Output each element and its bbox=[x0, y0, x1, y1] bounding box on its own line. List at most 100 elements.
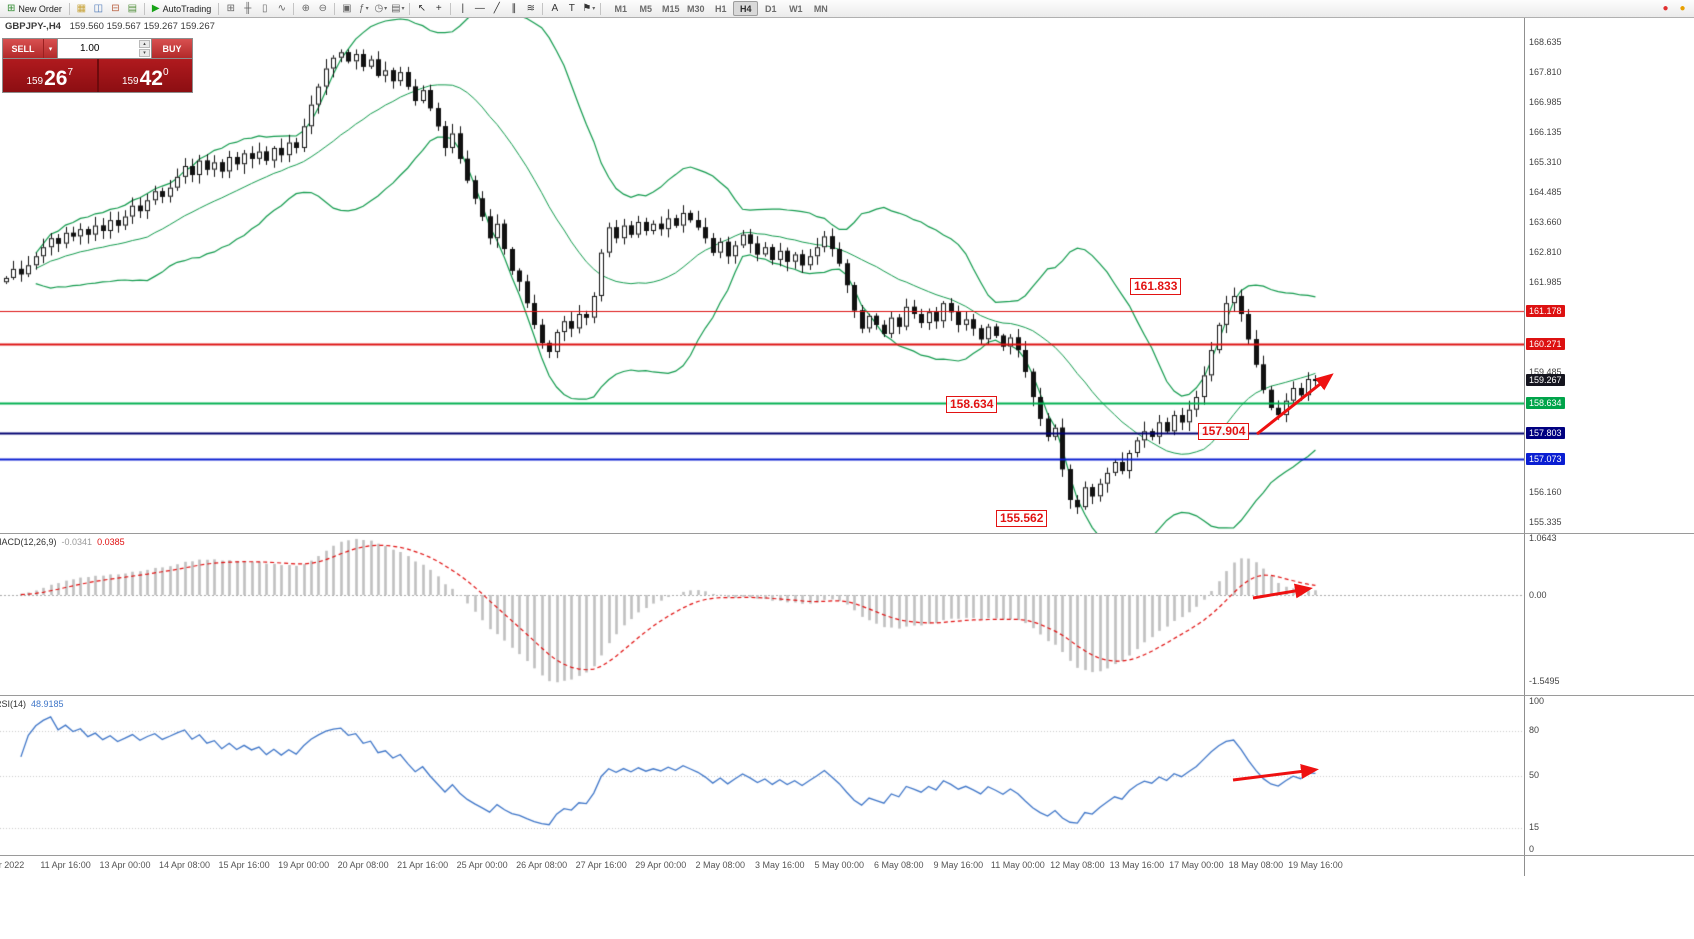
timeframe-h4[interactable]: H4 bbox=[733, 1, 759, 16]
zoom-out-icon[interactable]: ⊖ bbox=[314, 1, 331, 16]
periods-icon[interactable]: ◷ ▾ bbox=[372, 1, 389, 16]
time-axis-label: 11 May 00:00 bbox=[990, 860, 1045, 870]
time-axis-label: 6 May 08:00 bbox=[874, 860, 924, 870]
chevron-down-icon: ▾ bbox=[401, 6, 405, 12]
main-chart-canvas[interactable] bbox=[0, 18, 1524, 533]
cursor-icon[interactable]: ↖ bbox=[413, 1, 430, 16]
volume-input[interactable]: 1.00 ▴ ▾ bbox=[57, 39, 152, 58]
toolbar-separator bbox=[450, 2, 452, 15]
new-order-button[interactable]: ⊞ New Order bbox=[3, 1, 66, 16]
navigator-icon[interactable]: ⊟ bbox=[107, 1, 124, 16]
time-axis-label: 13 May 16:00 bbox=[1109, 860, 1165, 870]
time-axis-label: 9 May 16:00 bbox=[933, 860, 984, 870]
horizontal-line-icon-glyph: — bbox=[474, 3, 485, 14]
price-annotation[interactable]: 158.634 bbox=[946, 396, 998, 413]
price-annotation[interactable]: 157.904 bbox=[1198, 423, 1250, 440]
time-axis-label: 19 Apr 00:00 bbox=[278, 860, 330, 870]
trendline-icon[interactable]: ╱ bbox=[488, 1, 505, 16]
line-chart-icon[interactable]: ∿ bbox=[273, 1, 290, 16]
notifications-icon-glyph: ● bbox=[1679, 3, 1686, 14]
timeframe-m30[interactable]: M30 bbox=[687, 3, 705, 14]
panel-separator[interactable] bbox=[0, 695, 1694, 696]
fibonacci-icon-glyph: ≋ bbox=[526, 3, 535, 14]
arrows-tool-icon[interactable]: ⚑ ▾ bbox=[580, 1, 597, 16]
price-axis[interactable]: 168.635 167.810 166.985 166.135 165.310 164.4… bbox=[1524, 18, 1694, 876]
timeframe-m5[interactable]: M5 bbox=[639, 3, 653, 14]
price-axis-label: 156.160 bbox=[1529, 487, 1562, 498]
bar-chart-icon-glyph: ╫ bbox=[244, 3, 252, 14]
macd-main-value: -0.0341 bbox=[61, 537, 93, 547]
price-axis-label: 166.135 bbox=[1529, 127, 1562, 138]
tile-windows-icon[interactable]: ▣ bbox=[338, 1, 355, 16]
macd-label: MACD(12,26,9) -0.0341 0.0385 bbox=[0, 537, 125, 547]
new-chart-icon-glyph: ⊞ bbox=[226, 3, 235, 14]
panel-separator[interactable] bbox=[0, 533, 1694, 534]
order-options-caret[interactable]: ▾ bbox=[43, 39, 57, 58]
notifications-icon[interactable]: ● bbox=[1674, 1, 1691, 16]
fibonacci-icon[interactable]: ≋ bbox=[522, 1, 539, 16]
time-axis-label: 15 Apr 16:00 bbox=[218, 860, 270, 870]
time-axis-label: 11 Apr 16:00 bbox=[40, 860, 91, 870]
price-axis-label: 162.810 bbox=[1529, 247, 1562, 258]
price-axis-tag: 158.634 bbox=[1526, 397, 1565, 410]
bar-chart-icon[interactable]: ╫ bbox=[239, 1, 256, 16]
templates-icon[interactable]: ▤ ▾ bbox=[389, 1, 406, 16]
horizontal-line-icon[interactable]: — bbox=[471, 1, 488, 16]
volume-down-button[interactable]: ▾ bbox=[139, 49, 150, 57]
timeframe-d1[interactable]: D1 bbox=[765, 3, 777, 14]
text-icon[interactable]: A bbox=[546, 1, 563, 16]
trendline-icon-glyph: ╱ bbox=[493, 3, 500, 14]
autotrading-button[interactable]: ▶ AutoTrading bbox=[148, 1, 215, 16]
toolbar-separator bbox=[600, 2, 602, 15]
time-axis[interactable]: Apr 2022 11 Apr 16:00 13 Apr 00:00 14 Apr 0… bbox=[0, 856, 1694, 876]
crosshair-icon[interactable]: + bbox=[430, 1, 447, 16]
price-axis-tag: 157.073 bbox=[1526, 453, 1565, 466]
periods-icon-glyph: ◷ bbox=[374, 3, 384, 14]
macd-indicator-canvas[interactable] bbox=[0, 534, 1524, 695]
channel-icon[interactable]: ∥ bbox=[505, 1, 522, 16]
toolbar-separator bbox=[68, 2, 70, 15]
toolbar-separator bbox=[143, 2, 145, 15]
indicators-icon-glyph: ƒ bbox=[359, 3, 365, 14]
timeframe-h1[interactable]: H1 bbox=[715, 3, 727, 14]
alerts-icon[interactable]: ● bbox=[1657, 1, 1674, 16]
text-label-icon[interactable]: T bbox=[563, 1, 580, 16]
timeframe-m15[interactable]: M15 bbox=[662, 3, 680, 14]
price-annotation[interactable]: 161.833 bbox=[1130, 278, 1182, 295]
terminal-icon[interactable]: ▤ bbox=[124, 1, 141, 16]
price-axis-tag: 161.178 bbox=[1526, 305, 1565, 318]
buy-price-button[interactable]: 159 42 0 bbox=[98, 59, 192, 92]
sell-price-prefix: 159 bbox=[26, 76, 44, 87]
buy-button[interactable]: BUY bbox=[152, 39, 192, 58]
zoom-in-icon[interactable]: ⊕ bbox=[297, 1, 314, 16]
toolbar-separator bbox=[409, 2, 411, 15]
chevron-down-icon: ▾ bbox=[48, 45, 53, 53]
timeframe-w1[interactable]: W1 bbox=[789, 3, 803, 14]
timeframe-mn[interactable]: MN bbox=[813, 3, 828, 14]
volume-up-button[interactable]: ▴ bbox=[139, 40, 150, 48]
candlestick-chart-icon[interactable]: ▯ bbox=[256, 1, 273, 16]
price-annotation[interactable]: 155.562 bbox=[996, 510, 1048, 527]
new-chart-icon[interactable]: ⊞ bbox=[222, 1, 239, 16]
price-axis-label: 163.660 bbox=[1529, 216, 1562, 227]
time-axis-label: 18 May 08:00 bbox=[1228, 860, 1284, 870]
toolbar: ⊞ New Order ▦ ◫ ⊟ ▤ ▶ AutoTrading ⊞ ╫ ▯ ∿ ⊕ ⊖ ▣ ƒ ▾ ◷ ▾ ▤ ▾ ↖… bbox=[0, 0, 1694, 18]
rsi-axis-label: 15 bbox=[1529, 822, 1540, 832]
sell-price-button[interactable]: 159 26 7 bbox=[3, 59, 99, 92]
rsi-name: RSI(14) bbox=[0, 699, 27, 709]
symbol-ohlc: 159.560 159.567 159.267 159.267 bbox=[69, 21, 215, 32]
indicators-icon[interactable]: ƒ ▾ bbox=[355, 1, 372, 16]
navigator-icon-glyph: ⊟ bbox=[111, 3, 120, 14]
panel-separator[interactable] bbox=[0, 855, 1694, 856]
market-watch-icon[interactable]: ▦ bbox=[73, 1, 90, 16]
time-axis-label: 2 May 08:00 bbox=[695, 860, 745, 870]
data-window-icon[interactable]: ◫ bbox=[90, 1, 107, 16]
rsi-value: 48.9185 bbox=[31, 699, 64, 709]
chevron-down-icon: ▾ bbox=[384, 6, 388, 12]
vertical-line-icon[interactable]: | bbox=[454, 1, 471, 16]
rsi-indicator-canvas[interactable] bbox=[0, 696, 1524, 855]
timeframe-m1[interactable]: M1 bbox=[614, 3, 628, 14]
sell-button[interactable]: SELL bbox=[3, 39, 43, 58]
volume-stepper: ▴ ▾ bbox=[139, 40, 150, 57]
price-axis-tag: 159.267 bbox=[1526, 374, 1565, 387]
